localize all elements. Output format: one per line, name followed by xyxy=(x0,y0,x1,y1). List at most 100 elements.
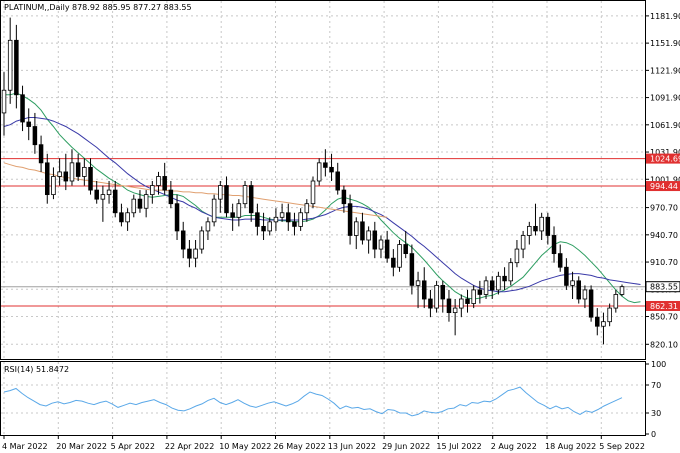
candle-up xyxy=(51,176,56,196)
current-price-tag xyxy=(645,281,680,293)
candle-down xyxy=(428,298,433,309)
date-tick-label: 26 May 2022 xyxy=(274,442,326,451)
candle-down xyxy=(88,166,93,191)
candle-down xyxy=(63,171,69,182)
candle-down xyxy=(588,289,594,318)
candle-down xyxy=(230,212,235,218)
ma-mid-line xyxy=(3,117,641,293)
price-tick-label: 1031.90 xyxy=(650,148,680,157)
date-axis: 4 Mar 2022 20 Mar 2022 5 Apr 2022 22 Apr 20… xyxy=(2,435,645,451)
date-tick-label: 15 Jul 2022 xyxy=(436,442,481,451)
date-tick-label: 5 Apr 2022 xyxy=(111,442,155,451)
candle-up xyxy=(452,307,458,314)
date-tick-label: 2 Aug 2022 xyxy=(491,442,537,451)
candle-down xyxy=(564,266,569,286)
candle-up xyxy=(527,225,532,236)
candle-down xyxy=(323,162,328,168)
price-tick-label: 820.10 xyxy=(650,340,678,349)
price-tick-label: 850.70 xyxy=(650,313,678,322)
price-tick-label: 1091.90 xyxy=(650,94,680,103)
candle-down xyxy=(119,212,124,223)
date-tick-label: 22 Apr 2022 xyxy=(165,442,214,451)
candle-up xyxy=(508,262,514,282)
candle-down xyxy=(502,275,507,282)
candle-up xyxy=(304,203,310,214)
candle-down xyxy=(576,280,581,300)
candle-up xyxy=(316,162,322,182)
price-tick-label: 1151.90 xyxy=(650,39,680,48)
candle-up xyxy=(570,280,575,286)
candle-down xyxy=(440,284,446,300)
candle-up xyxy=(415,280,421,286)
level-tag-label: 994.44 xyxy=(650,182,678,191)
date-tick-label: 29 Jun 2022 xyxy=(382,442,430,451)
candle-down xyxy=(557,253,563,268)
price-panel xyxy=(0,0,646,360)
candle-down xyxy=(421,280,427,300)
price-tick-label: 1121.90 xyxy=(650,66,680,75)
candle-down xyxy=(595,316,600,327)
candle-down xyxy=(533,225,538,232)
candle-down xyxy=(32,126,38,146)
candle-up xyxy=(378,239,384,250)
date-tick-label: 4 Mar 2022 xyxy=(2,442,48,451)
candle-up xyxy=(82,166,87,177)
candle-up xyxy=(613,294,619,309)
price-axis: 1181.90 1151.90 1121.90 1091.90 1061.90 1031.… xyxy=(645,12,680,349)
candle-down xyxy=(360,221,365,241)
candle-up xyxy=(459,298,464,309)
candle-up xyxy=(601,321,606,327)
candle-up xyxy=(193,248,198,259)
current-price-label: 883.55 xyxy=(650,283,678,292)
candle-down xyxy=(45,162,50,196)
candle-up xyxy=(106,189,112,196)
candle-down xyxy=(446,298,452,314)
candle-down xyxy=(335,171,340,191)
candle-up xyxy=(273,216,279,223)
price-tick-label: 1061.90 xyxy=(650,121,680,130)
candle-up xyxy=(354,221,359,236)
rsi-tick-label: 0 xyxy=(651,430,656,439)
candle-down xyxy=(187,248,192,259)
level-tag xyxy=(646,153,680,164)
rsi-title: RSI(14) 51.8472 xyxy=(4,365,69,374)
candle-down xyxy=(391,257,396,268)
candle-up xyxy=(205,221,211,232)
candle-up xyxy=(514,248,520,264)
candle-up xyxy=(125,212,130,223)
candle-down xyxy=(372,230,378,250)
price-tick-label: 940.70 xyxy=(650,231,678,240)
candle-down xyxy=(329,166,334,173)
rsi-tick-label: 70 xyxy=(651,381,661,390)
candle-down xyxy=(248,185,254,214)
candle-down xyxy=(174,203,180,232)
price-tick-label: 910.70 xyxy=(650,258,678,267)
candle-up xyxy=(131,198,137,214)
candle-down xyxy=(255,212,260,227)
candle-down xyxy=(75,162,81,177)
candle-up xyxy=(298,212,303,227)
rsi-line xyxy=(3,386,623,417)
candle-up xyxy=(242,185,248,205)
candle-down xyxy=(465,298,470,304)
level-tag xyxy=(646,181,680,192)
candle-up xyxy=(100,194,106,200)
candle-down xyxy=(347,203,353,236)
candle-down xyxy=(341,189,347,205)
date-tick-label: 20 Mar 2022 xyxy=(56,442,107,451)
candle-up xyxy=(267,221,272,232)
candle-up xyxy=(57,171,62,177)
symbol-label: PLATINUM,,Daily xyxy=(4,3,70,12)
candle-down xyxy=(409,253,415,286)
candle-down xyxy=(137,198,143,209)
candle-up xyxy=(199,230,205,250)
date-tick-label: 18 Aug 2022 xyxy=(545,442,596,451)
candle-up xyxy=(1,89,7,114)
candle-down xyxy=(26,121,31,127)
candle-down xyxy=(224,185,229,214)
candle-down xyxy=(20,94,25,123)
candle-up xyxy=(150,185,155,196)
horizontal-levels xyxy=(1,158,645,307)
price-tick-label: 1001.90 xyxy=(650,175,680,184)
